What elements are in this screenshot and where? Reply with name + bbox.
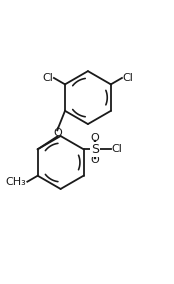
Text: Cl: Cl — [42, 73, 53, 83]
Text: O: O — [53, 128, 62, 138]
Text: CH₃: CH₃ — [6, 177, 26, 187]
Text: Cl: Cl — [112, 144, 122, 154]
Text: O: O — [90, 133, 99, 143]
Text: Cl: Cl — [123, 73, 134, 83]
Text: O: O — [90, 155, 99, 165]
Text: S: S — [91, 143, 99, 156]
